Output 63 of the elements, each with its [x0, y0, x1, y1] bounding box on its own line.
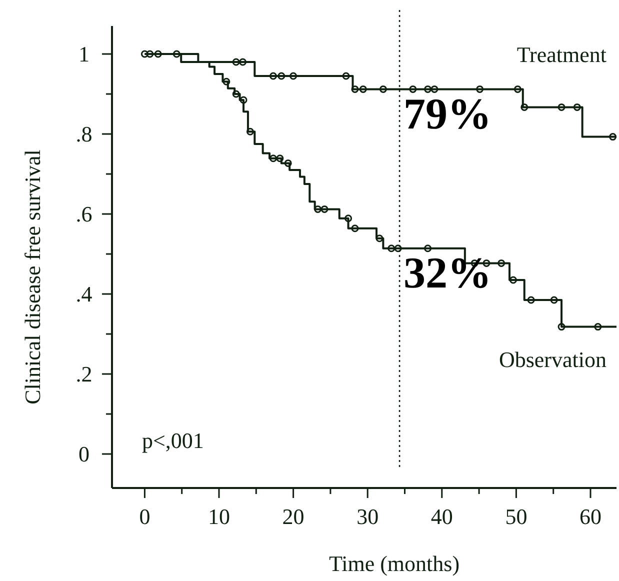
point [550, 296, 558, 304]
point [154, 50, 162, 58]
point [409, 85, 417, 93]
annotation: 79% [404, 89, 492, 138]
point [276, 154, 284, 162]
x-tick-label: 0 [139, 504, 150, 529]
x-tick-label: 10 [208, 504, 230, 529]
series-label: Observation [498, 346, 606, 372]
point [424, 85, 432, 93]
y-tick-label: .4 [76, 282, 92, 306]
point [388, 244, 396, 252]
y-tick-label: .6 [76, 202, 92, 226]
point [498, 259, 506, 267]
point [239, 58, 247, 66]
y-tick-label: .2 [76, 362, 92, 386]
point [376, 234, 384, 242]
point [240, 96, 248, 104]
annotation: p<,001 [142, 428, 204, 453]
point [359, 85, 367, 93]
point [290, 72, 298, 80]
x-tick-label: 40 [430, 504, 453, 529]
point [558, 323, 566, 331]
point [284, 159, 292, 167]
point [476, 85, 484, 93]
point [573, 103, 581, 111]
point [520, 103, 528, 111]
point [509, 276, 517, 284]
point [278, 72, 286, 80]
annotation: 32% [404, 248, 492, 298]
y-tick-label: 0 [78, 442, 90, 466]
point [172, 50, 180, 58]
point [320, 205, 328, 213]
point [146, 50, 154, 58]
y-tick-label: 1 [78, 42, 90, 66]
point [269, 154, 277, 162]
point [269, 72, 277, 80]
point [379, 85, 387, 93]
point [342, 72, 350, 80]
point [558, 103, 566, 111]
x-tick-label: 20 [282, 504, 304, 529]
point [424, 244, 432, 252]
point [140, 50, 148, 58]
point [232, 90, 240, 98]
x-tick-label: 60 [579, 504, 602, 529]
point [232, 58, 240, 66]
point [222, 78, 230, 86]
x-tick-label: 30 [356, 504, 379, 529]
point [344, 214, 352, 222]
point [609, 133, 617, 141]
y-axis-title: Clinical disease free survival [20, 150, 45, 404]
point [594, 323, 602, 331]
point [246, 128, 254, 136]
point [514, 85, 522, 93]
x-axis-title: Time (months) [328, 551, 460, 576]
point [314, 205, 322, 213]
point [351, 224, 359, 232]
point [351, 85, 359, 93]
x-tick-label: 50 [505, 504, 528, 529]
point [430, 85, 438, 93]
series-label: Treatment [516, 42, 606, 67]
point [394, 244, 402, 252]
y-tick-label: .8 [76, 122, 92, 146]
point [527, 296, 535, 304]
